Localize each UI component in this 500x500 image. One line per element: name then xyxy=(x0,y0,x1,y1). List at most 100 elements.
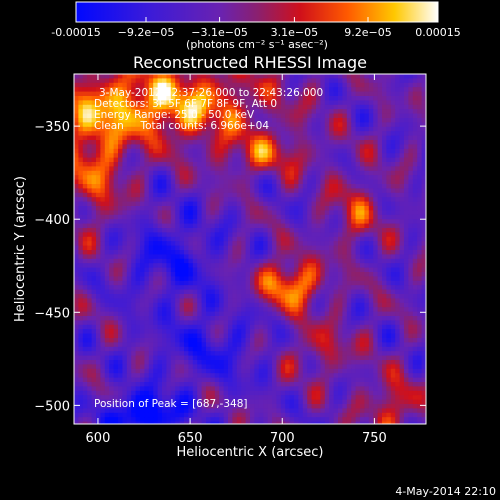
heatmap-cell xyxy=(316,201,321,207)
heatmap-cell xyxy=(298,135,304,141)
heatmap-cell xyxy=(404,210,409,216)
heatmap-cell xyxy=(298,126,304,132)
heatmap-cell xyxy=(390,96,396,101)
heatmap-cell xyxy=(192,91,198,97)
heatmap-cell xyxy=(258,135,264,141)
heatmap-cell xyxy=(157,329,163,335)
heatmap-cell xyxy=(144,280,150,286)
heatmap-cell xyxy=(316,192,321,198)
heatmap-cell xyxy=(364,201,370,207)
heatmap-cell xyxy=(91,236,97,242)
heatmap-cell xyxy=(426,237,431,242)
heatmap-cell xyxy=(417,109,423,115)
heatmap-cell xyxy=(219,294,225,299)
heatmap-cell xyxy=(285,258,291,264)
heatmap-cell xyxy=(311,210,317,216)
heatmap-cell xyxy=(166,100,172,106)
heatmap-cell xyxy=(368,307,374,313)
heatmap-cell xyxy=(373,241,379,247)
heatmap-cell xyxy=(144,157,150,163)
heatmap-cell xyxy=(100,175,106,181)
heatmap-cell xyxy=(78,144,84,150)
heatmap-cell xyxy=(267,170,273,176)
heatmap-cell xyxy=(87,228,93,233)
heatmap-cell xyxy=(280,109,286,115)
heatmap-cell xyxy=(417,122,423,128)
heatmap-cell xyxy=(386,157,392,163)
heatmap-cell xyxy=(412,170,418,176)
heatmap-cell xyxy=(250,223,255,229)
heatmap-cell xyxy=(131,285,137,291)
heatmap-cell xyxy=(126,272,132,277)
heatmap-cell xyxy=(377,223,383,229)
heatmap-cell xyxy=(82,148,88,154)
heatmap-cell xyxy=(302,250,308,255)
heatmap-cell xyxy=(184,219,189,225)
heatmap-cell xyxy=(232,241,238,247)
heatmap-cell xyxy=(298,100,304,106)
heatmap-cell xyxy=(258,179,264,185)
heatmap-cell xyxy=(382,210,387,216)
heatmap-cell xyxy=(175,302,181,308)
heatmap-cell xyxy=(210,289,216,295)
heatmap-cell xyxy=(368,232,374,238)
heatmap-cell xyxy=(78,157,84,163)
heatmap-cell xyxy=(96,236,101,242)
heatmap-cell xyxy=(272,96,277,101)
heatmap-cell xyxy=(324,307,330,313)
heatmap-cell xyxy=(289,254,295,260)
heatmap-cell xyxy=(179,192,185,198)
heatmap-cell xyxy=(408,333,414,339)
heatmap-cell xyxy=(399,126,405,132)
heatmap-cell xyxy=(219,285,225,291)
heatmap-cell xyxy=(197,294,203,299)
heatmap-cell xyxy=(135,267,141,273)
heatmap-cell xyxy=(351,166,357,172)
heatmap-cell xyxy=(74,170,79,176)
heatmap-cell xyxy=(289,192,295,198)
heatmap-cell xyxy=(162,219,167,225)
heatmap-cell xyxy=(298,179,304,185)
heatmap-cell xyxy=(100,338,106,343)
heatmap-cell xyxy=(311,338,317,343)
heatmap-cell xyxy=(197,157,203,163)
heatmap-cell xyxy=(228,126,233,132)
heatmap-cell xyxy=(386,122,392,128)
heatmap-cell xyxy=(241,184,247,189)
heatmap-cell xyxy=(390,78,396,84)
heatmap-cell xyxy=(140,74,145,79)
heatmap-cell xyxy=(263,333,269,339)
heatmap-cell xyxy=(232,316,238,321)
heatmap-cell xyxy=(87,157,93,163)
heatmap-cell xyxy=(267,157,273,163)
heatmap-cell xyxy=(179,91,185,97)
heatmap-cell xyxy=(78,289,84,295)
heatmap-cell xyxy=(399,241,405,247)
heatmap-cell xyxy=(148,276,154,282)
heatmap-cell xyxy=(82,272,88,277)
heatmap-cell xyxy=(320,263,326,269)
heatmap-cell xyxy=(236,148,242,154)
heatmap-cell xyxy=(104,302,110,308)
heatmap-cell xyxy=(184,104,189,110)
heatmap-cell xyxy=(254,250,260,255)
heatmap-cell xyxy=(144,245,150,251)
heatmap-cell xyxy=(236,118,242,123)
heatmap-cell xyxy=(307,157,313,163)
heatmap-cell xyxy=(368,272,374,277)
heatmap-cell xyxy=(421,135,426,141)
heatmap-cell xyxy=(104,179,110,185)
heatmap-cell xyxy=(223,316,229,321)
heatmap-cell xyxy=(285,316,291,321)
heatmap-cell xyxy=(338,144,343,150)
heatmap-cell xyxy=(426,285,431,290)
heatmap-cell xyxy=(280,267,286,273)
heatmap-cell xyxy=(144,135,150,141)
heatmap-cell xyxy=(175,276,181,282)
heatmap-cell xyxy=(386,148,392,154)
heatmap-cell xyxy=(78,307,84,313)
heatmap-cell xyxy=(346,96,352,101)
heatmap-cell xyxy=(311,179,317,185)
heatmap-cell xyxy=(280,126,286,132)
heatmap-cell xyxy=(280,280,286,286)
